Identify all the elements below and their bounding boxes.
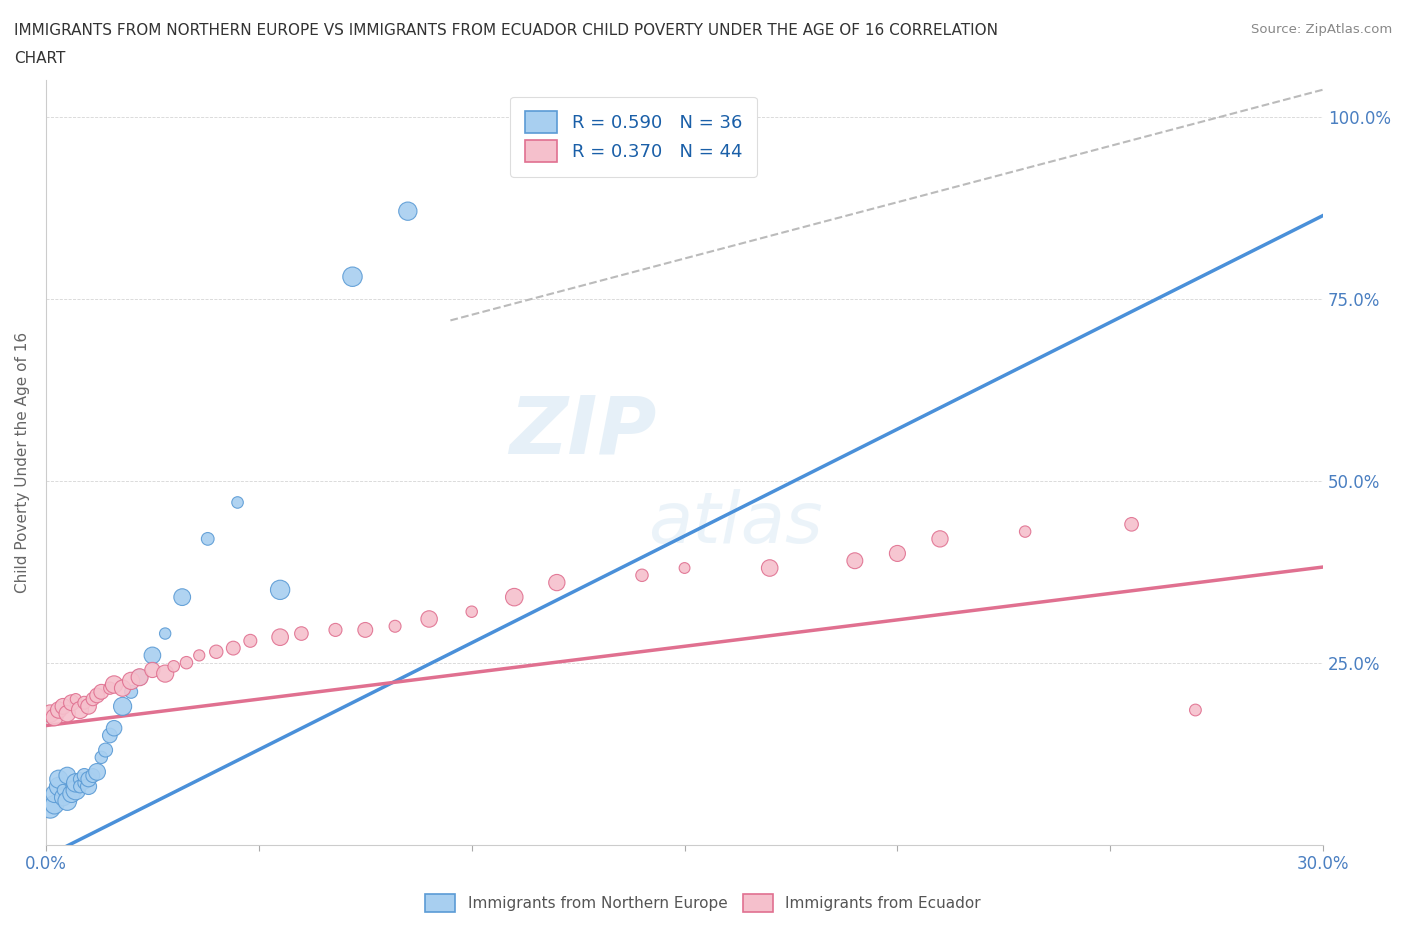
- Point: [153, 626, 176, 641]
- Point: [77, 699, 100, 714]
- Point: [60, 779, 83, 794]
- Point: [269, 582, 291, 597]
- Y-axis label: Child Poverty Under the Age of 16: Child Poverty Under the Age of 16: [15, 332, 30, 593]
- Point: [48, 702, 70, 717]
- Point: [103, 721, 125, 736]
- Point: [56, 768, 79, 783]
- Point: [503, 590, 526, 604]
- Point: [460, 604, 482, 619]
- Point: [98, 728, 121, 743]
- Point: [226, 495, 249, 510]
- Point: [290, 626, 312, 641]
- Point: [631, 568, 654, 583]
- Point: [82, 692, 104, 707]
- Point: [342, 270, 364, 285]
- Point: [188, 648, 211, 663]
- Point: [1184, 702, 1206, 717]
- Point: [82, 768, 104, 783]
- Point: [128, 670, 150, 684]
- Point: [56, 793, 79, 808]
- Point: [56, 706, 79, 721]
- Point: [65, 776, 87, 790]
- Legend: R = 0.590   N = 36, R = 0.370   N = 44: R = 0.590 N = 36, R = 0.370 N = 44: [510, 97, 756, 177]
- Point: [141, 662, 163, 677]
- Point: [120, 684, 142, 699]
- Point: [929, 531, 952, 546]
- Point: [758, 561, 780, 576]
- Point: [44, 797, 66, 812]
- Point: [222, 641, 245, 656]
- Point: [354, 622, 377, 637]
- Point: [239, 633, 262, 648]
- Point: [65, 692, 87, 707]
- Point: [120, 673, 142, 688]
- Point: [673, 561, 696, 576]
- Point: [1121, 517, 1143, 532]
- Text: CHART: CHART: [14, 51, 66, 66]
- Text: atlas: atlas: [648, 489, 823, 558]
- Point: [176, 656, 198, 671]
- Point: [69, 702, 91, 717]
- Point: [52, 790, 75, 804]
- Point: [886, 546, 908, 561]
- Point: [128, 670, 150, 684]
- Point: [48, 779, 70, 794]
- Point: [52, 699, 75, 714]
- Point: [94, 743, 117, 758]
- Text: Source: ZipAtlas.com: Source: ZipAtlas.com: [1251, 23, 1392, 36]
- Point: [73, 696, 96, 711]
- Point: [98, 681, 121, 696]
- Point: [48, 772, 70, 787]
- Point: [396, 204, 419, 219]
- Point: [546, 575, 568, 590]
- Point: [39, 801, 62, 816]
- Point: [418, 612, 440, 627]
- Point: [844, 553, 866, 568]
- Point: [269, 630, 291, 644]
- Point: [163, 658, 186, 673]
- Point: [69, 779, 91, 794]
- Point: [60, 787, 83, 802]
- Point: [90, 750, 112, 764]
- Point: [77, 779, 100, 794]
- Point: [325, 622, 347, 637]
- Point: [197, 531, 219, 546]
- Point: [172, 590, 194, 604]
- Point: [44, 710, 66, 724]
- Point: [1014, 525, 1036, 539]
- Point: [153, 666, 176, 681]
- Point: [77, 772, 100, 787]
- Point: [60, 696, 83, 711]
- Point: [86, 688, 108, 703]
- Point: [90, 684, 112, 699]
- Point: [384, 618, 406, 633]
- Text: ZIP: ZIP: [509, 392, 657, 471]
- Point: [103, 677, 125, 692]
- Point: [73, 768, 96, 783]
- Point: [65, 783, 87, 798]
- Point: [44, 787, 66, 802]
- Point: [111, 699, 134, 714]
- Point: [141, 648, 163, 663]
- Point: [69, 772, 91, 787]
- Point: [39, 706, 62, 721]
- Legend: Immigrants from Northern Europe, Immigrants from Ecuador: Immigrants from Northern Europe, Immigra…: [419, 888, 987, 918]
- Point: [52, 783, 75, 798]
- Text: IMMIGRANTS FROM NORTHERN EUROPE VS IMMIGRANTS FROM ECUADOR CHILD POVERTY UNDER T: IMMIGRANTS FROM NORTHERN EUROPE VS IMMIG…: [14, 23, 998, 38]
- Point: [73, 776, 96, 790]
- Point: [111, 681, 134, 696]
- Point: [205, 644, 228, 659]
- Point: [86, 764, 108, 779]
